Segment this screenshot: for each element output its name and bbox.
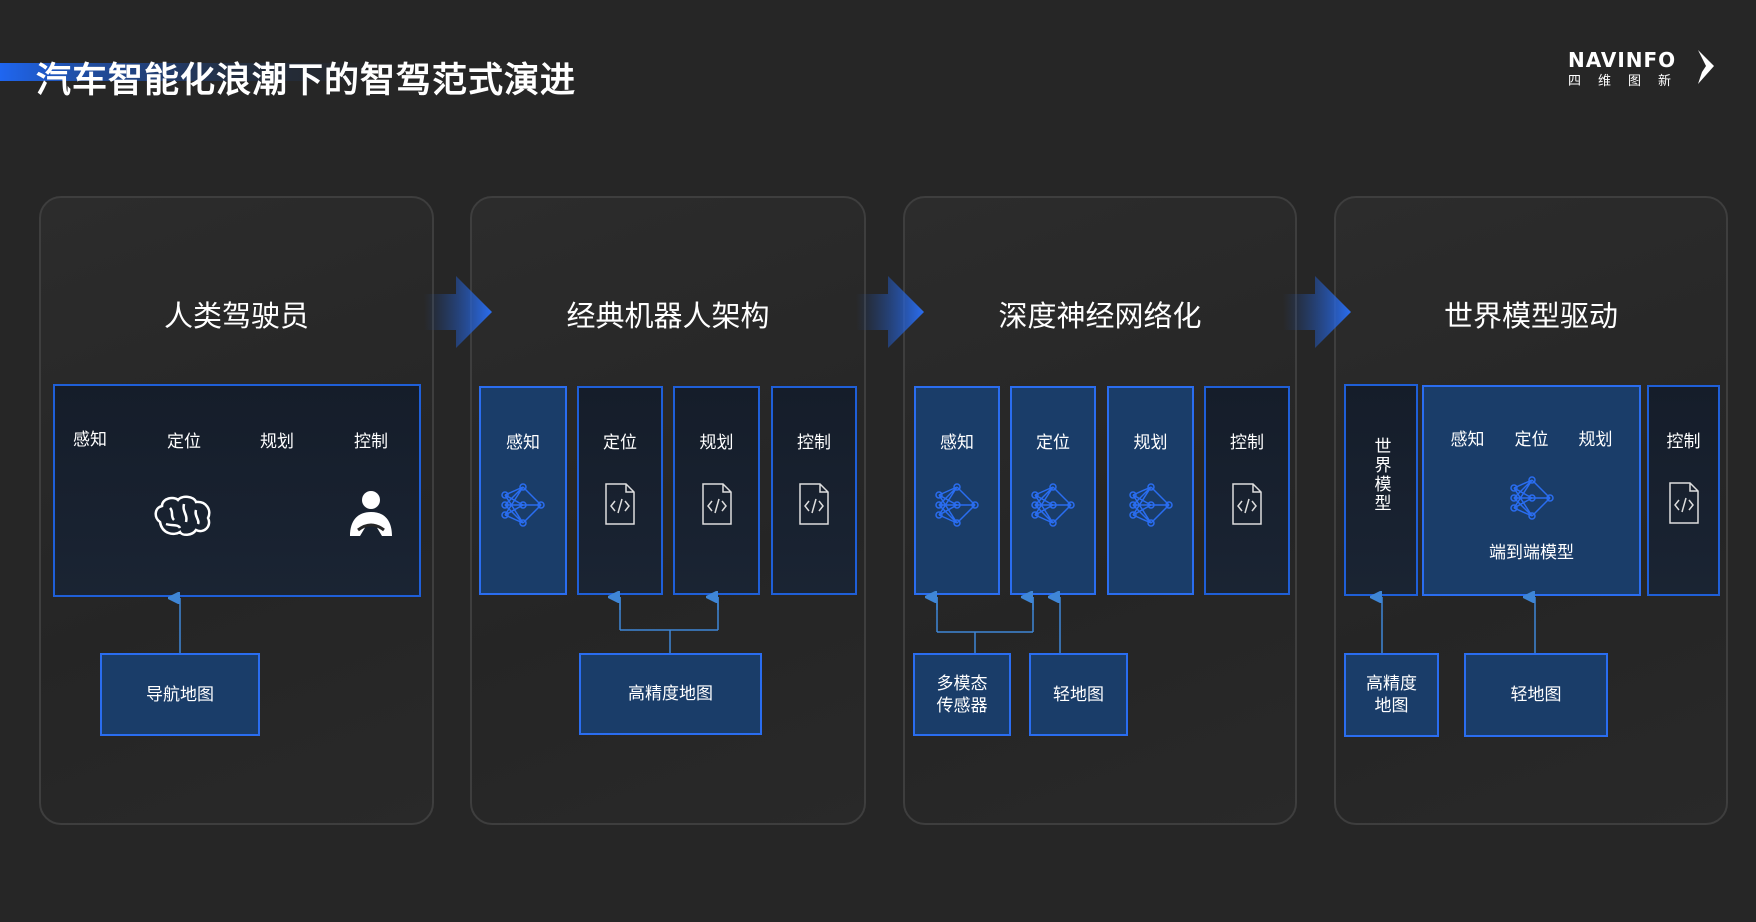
source-label: 高精度地图 xyxy=(1366,674,1417,716)
code-file-icon xyxy=(701,483,732,525)
chevron-right-icon xyxy=(1698,50,1714,84)
world-model-column: 世界模型 xyxy=(1344,384,1418,596)
module-label: 感知 xyxy=(73,430,107,450)
navinfo-logo: NAVINFO 四维图新 xyxy=(1568,48,1718,89)
module-label: 控制 xyxy=(1230,433,1264,453)
e2e-modules: 感知 定位 规划 xyxy=(1451,425,1613,450)
module-label: 感知 xyxy=(506,433,540,453)
module-column-perception: 感知 xyxy=(914,386,1000,595)
brain-icon xyxy=(154,495,211,536)
human-driver-box xyxy=(53,384,421,597)
logo-text-cn: 四维图新 xyxy=(1568,74,1689,89)
neural-network-icon xyxy=(1509,476,1554,520)
module-label: 控制 xyxy=(354,432,388,452)
module-label: 规划 xyxy=(1133,433,1168,453)
source-box-light-map: 轻地图 xyxy=(1029,653,1128,736)
title-accent-bar xyxy=(0,63,380,81)
module-column-control: 控制 xyxy=(1647,385,1720,596)
module-label: 规划 xyxy=(699,433,734,453)
logo-text-en: NAVINFO xyxy=(1568,48,1677,72)
arrow-right-icon xyxy=(424,276,492,348)
module-label: 规划 xyxy=(260,432,294,452)
source-box-multimodal-sensors: 多模态传感器 xyxy=(913,653,1011,736)
neural-network-icon xyxy=(935,483,979,527)
source-box-hd-map: 高精度地图 xyxy=(1344,653,1439,737)
page-title: 汽车智能化浪潮下的智驾范式演进 xyxy=(36,61,577,101)
module-label: 控制 xyxy=(1666,432,1701,452)
code-file-icon xyxy=(605,483,635,525)
source-label: 多模态传感器 xyxy=(936,673,988,716)
code-file-icon xyxy=(1232,483,1262,525)
module-column-planning: 规划 xyxy=(673,386,760,595)
module-column-control: 控制 xyxy=(771,386,857,595)
code-file-icon xyxy=(799,483,829,525)
module-label: 定位 xyxy=(1036,433,1070,453)
module-column-control: 控制 xyxy=(1204,386,1290,595)
source-box-light-map: 轻地图 xyxy=(1464,653,1608,737)
module-label: 规划 xyxy=(1578,430,1613,450)
arrow-right-icon xyxy=(1283,276,1351,348)
end-to-end-model-box: 感知 定位 规划 端到端模型 xyxy=(1422,385,1641,596)
code-file-icon xyxy=(1668,482,1699,524)
neural-network-icon xyxy=(1031,483,1075,527)
neural-network-icon xyxy=(501,483,545,527)
stage-title: 深度神经网络化 xyxy=(998,299,1202,333)
world-model-label: 世界模型 xyxy=(1370,437,1391,513)
source-box-hd-map: 高精度地图 xyxy=(579,653,762,735)
module-column-planning: 规划 xyxy=(1107,386,1194,595)
module-column-localization: 定位 xyxy=(577,386,663,595)
module-label: 控制 xyxy=(797,433,831,453)
module-column-perception: 感知 xyxy=(479,386,567,595)
module-label: 定位 xyxy=(167,432,201,452)
stage-title: 人类驾驶员 xyxy=(163,299,309,333)
module-column-localization: 定位 xyxy=(1010,386,1096,595)
module-label: 感知 xyxy=(1450,430,1485,450)
e2e-label: 端到端模型 xyxy=(1489,543,1574,563)
source-box-nav-map: 导航地图 xyxy=(100,653,260,736)
arrow-right-icon xyxy=(856,276,924,348)
neural-network-icon xyxy=(1128,483,1173,527)
module-label: 定位 xyxy=(603,433,637,453)
module-label: 感知 xyxy=(940,433,974,453)
stage-title: 经典机器人架构 xyxy=(566,299,770,333)
module-label: 定位 xyxy=(1514,430,1549,450)
stage-title: 世界模型驱动 xyxy=(1443,299,1618,333)
driver-icon xyxy=(350,491,392,536)
